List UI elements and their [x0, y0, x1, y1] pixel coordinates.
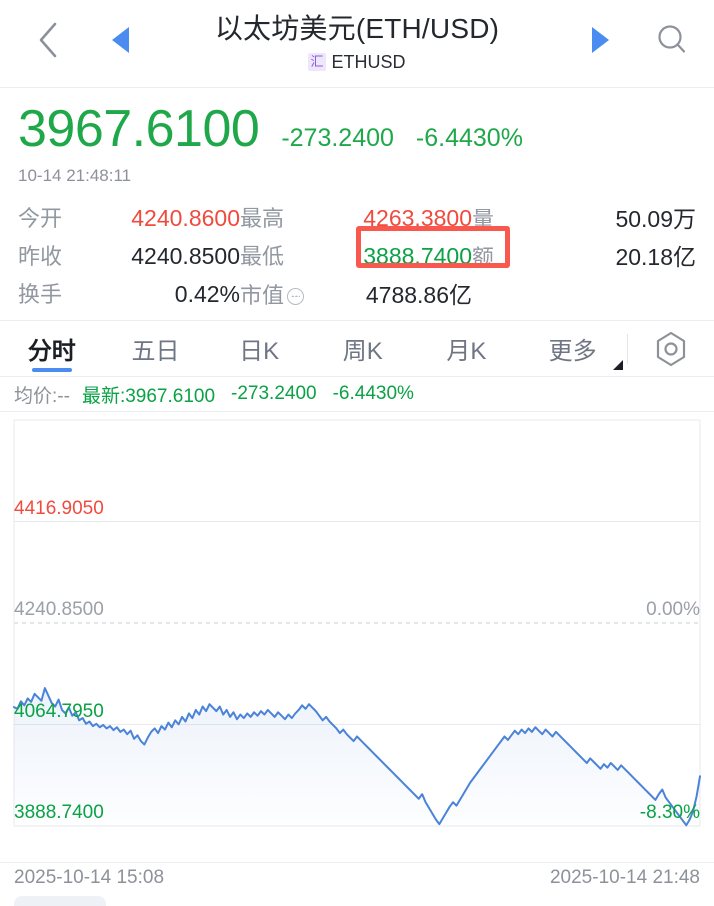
- chart-canvas: [13, 419, 701, 827]
- search-icon: [658, 25, 686, 53]
- tab-divider: [627, 333, 629, 364]
- back-button[interactable]: [26, 18, 70, 62]
- tab-more[interactable]: 更多: [518, 321, 627, 376]
- tab-daily-k[interactable]: 日K: [207, 321, 311, 376]
- chevron-left-icon: [39, 22, 57, 58]
- stat-cell-market-cap[interactable]: 市值 4788.86亿: [240, 276, 472, 310]
- stat-value: 20.18亿: [615, 244, 696, 270]
- stat-cell-low: 最低 3888.7400: [240, 226, 510, 271]
- y-axis-label-lower-mid: 4064.7950: [14, 700, 104, 722]
- stat-label-text: 市值: [240, 283, 285, 308]
- stat-value: 4240.8500: [131, 243, 240, 269]
- chart-legend: 均价:-- 最新:3967.6100 -273.2400 -6.4430%: [0, 377, 714, 411]
- stat-label: 昨收: [18, 244, 63, 269]
- stat-cell-volume: 量 50.09万: [472, 200, 696, 234]
- y-axis-pct-bottom: -8.30%: [639, 802, 700, 823]
- timeshare-chart[interactable]: 4592.9600 8.30% 4416.9050 4240.8500 0.00…: [0, 411, 714, 862]
- y-axis-label-upper-mid: 4416.9050: [14, 497, 104, 519]
- stat-label: 换手: [18, 282, 63, 307]
- triangle-right-icon: [591, 27, 609, 53]
- y-axis-label-bottom: 3888.7400: [14, 802, 104, 823]
- stat-value: 50.09万: [615, 206, 696, 232]
- tab-label: 日K: [239, 338, 280, 365]
- table-row: 今开 4240.8600 最高 4263.3800 量 50.09万: [18, 198, 696, 236]
- y-axis-pct-baseline: 0.00%: [646, 599, 700, 620]
- search-button[interactable]: [648, 16, 696, 64]
- stat-value: 3888.7400: [363, 243, 472, 269]
- tab-five-day[interactable]: 五日: [104, 321, 208, 376]
- chart-x-axis: 2025-10-14 15:08 2025-10-14 21:48: [0, 862, 714, 892]
- x-axis-start-time: 2025-10-14 15:08: [14, 866, 165, 888]
- chart-settings-button[interactable]: [628, 321, 714, 376]
- hexagon-settings-icon: [656, 331, 686, 366]
- tab-label: 分时: [27, 338, 76, 365]
- stat-cell-open: 今开 4240.8600: [18, 201, 240, 233]
- x-axis-end-time: 2025-10-14 21:48: [549, 866, 700, 888]
- stat-value: 4263.3800: [363, 205, 472, 231]
- triangle-left-icon: [111, 27, 129, 53]
- quote-timestamp: 10-14 21:48:11: [18, 166, 132, 185]
- chart-period-tabs: 分时 五日 日K 周K 月K 更多: [0, 321, 714, 377]
- corner-triangle-icon: [613, 360, 624, 370]
- last-price: 3967.6100: [18, 100, 260, 158]
- stat-label: 市值: [240, 278, 305, 310]
- table-row: 昨收 4240.8500 最低 3888.7400 额 20.18亿: [18, 226, 696, 274]
- info-dots-icon[interactable]: [287, 287, 305, 305]
- chart-line: [13, 687, 701, 827]
- stat-value: 0.42%: [174, 281, 240, 307]
- legend-change-percent: -6.4430%: [332, 383, 414, 404]
- tab-label: 周K: [342, 338, 383, 365]
- stat-label: 今开: [18, 206, 63, 231]
- legend-last: 最新:3967.6100: [81, 385, 216, 407]
- stat-cell-turnover-amount: 额 20.18亿: [472, 238, 696, 272]
- fx-badge: 汇: [308, 53, 326, 71]
- stat-cell-prev-close: 昨收 4240.8500: [18, 239, 240, 271]
- legend-average: 均价:--: [14, 385, 70, 407]
- stat-label: 最低: [240, 244, 285, 269]
- tab-label: 五日: [131, 338, 180, 365]
- y-axis-pct-top: 8.30%: [646, 412, 700, 418]
- tab-monthly-k[interactable]: 月K: [415, 321, 519, 376]
- stat-value: 4788.86亿: [365, 282, 472, 308]
- legend-change: -273.2400: [231, 383, 317, 404]
- stat-value: 4240.8600: [131, 205, 240, 231]
- price-change-percent: -6.4430%: [415, 124, 523, 152]
- stat-label: 最高: [240, 206, 285, 231]
- tab-fenshi[interactable]: 分时: [0, 321, 104, 376]
- y-axis-label-top: 4592.9600: [14, 412, 104, 418]
- previous-symbol-button[interactable]: [98, 20, 142, 60]
- price-change: -273.2400: [281, 124, 394, 152]
- bottom-tab-pill[interactable]: [14, 896, 106, 906]
- tab-label: 更多: [548, 338, 597, 365]
- table-row: 换手 0.42% 市值 4788.86亿: [18, 274, 696, 312]
- stat-cell-high: 最高 4263.3800: [240, 201, 472, 233]
- next-symbol-button[interactable]: [578, 20, 622, 60]
- chart-area-fill: [14, 688, 700, 826]
- tab-weekly-k[interactable]: 周K: [311, 321, 415, 376]
- stat-label: 量: [472, 207, 495, 232]
- bottom-strip: [0, 892, 714, 906]
- quote-main-row: 3967.6100 -273.2400 -6.4430%: [18, 98, 696, 160]
- app-header: 以太坊美元(ETH/USD) 汇 ETHUSD: [0, 0, 714, 88]
- stat-label: 额: [472, 245, 495, 270]
- symbol-code: ETHUSD: [331, 52, 406, 72]
- tab-label: 月K: [446, 338, 487, 365]
- stat-cell-turnover-rate: 换手 0.42%: [18, 277, 240, 309]
- y-axis-label-baseline: 4240.8500: [14, 599, 104, 620]
- stats-table: 今开 4240.8600 最高 4263.3800 量 50.09万 昨收 42…: [0, 192, 714, 321]
- quote-summary: 3967.6100 -273.2400 -6.4430% 10-14 21:48…: [0, 88, 714, 192]
